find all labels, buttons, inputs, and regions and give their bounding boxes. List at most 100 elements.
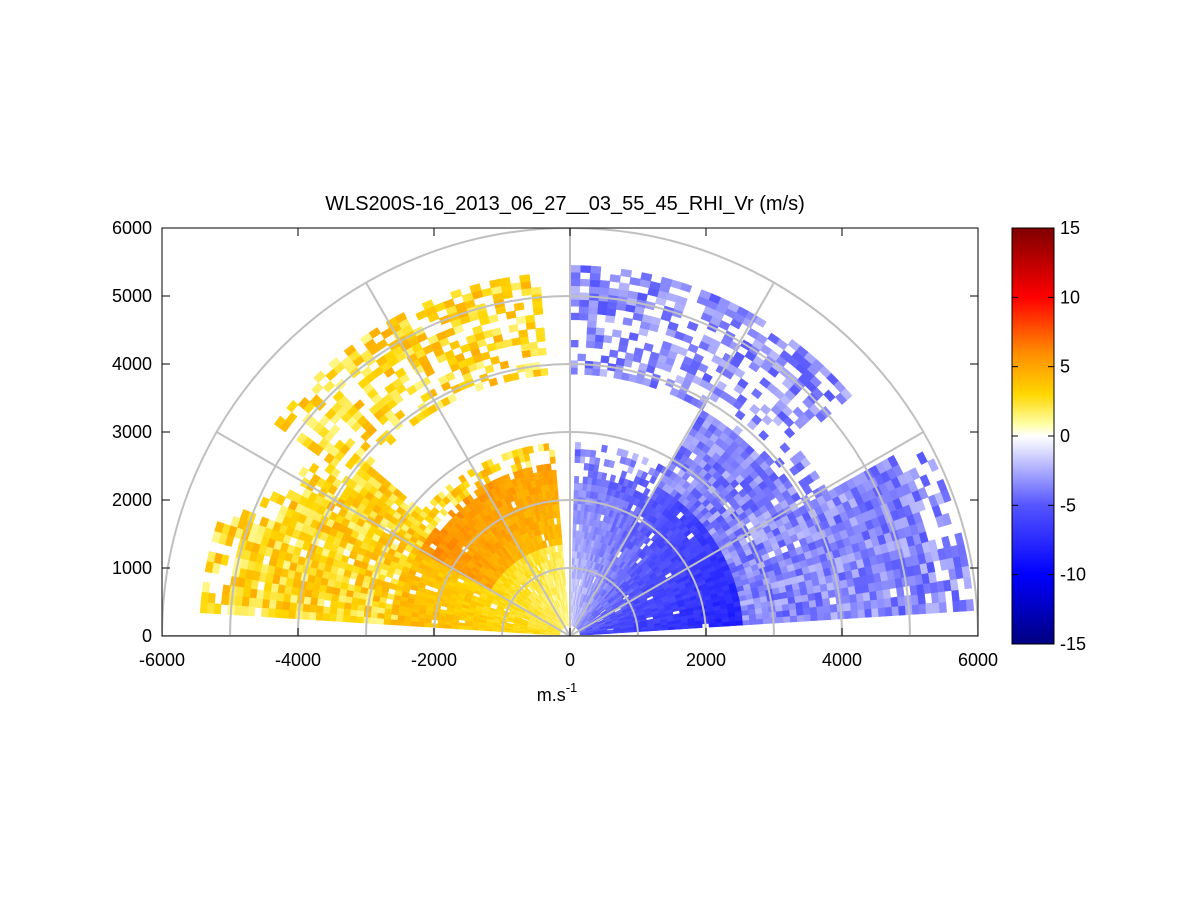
radar-cell: [328, 613, 337, 622]
radar-cell: [591, 368, 601, 377]
colorbar-tick-label: 5: [1060, 357, 1070, 377]
x-tick-label: -2000: [411, 650, 457, 670]
radar-cell: [268, 599, 277, 610]
radar-cell: [397, 615, 405, 622]
radar-cell: [556, 517, 561, 525]
radar-cell: [918, 603, 927, 615]
radar-cell: [322, 606, 331, 615]
radar-cell: [579, 278, 591, 287]
radar-cell: [484, 628, 493, 632]
radar-cell: [524, 314, 536, 324]
y-tick-label: 5000: [112, 286, 152, 306]
radar-cell: [877, 607, 886, 617]
radar-cell: [928, 571, 937, 584]
radar-cell: [919, 474, 931, 488]
radar-cell: [316, 598, 325, 607]
radar-cell: [529, 348, 539, 357]
radar-cell: [519, 274, 531, 283]
radar-cell: [569, 367, 578, 375]
radar-cell: [574, 448, 581, 457]
radar-cell: [417, 621, 425, 628]
x-tick-label: 0: [565, 650, 575, 670]
radar-cell: [927, 539, 938, 552]
radar-cell: [783, 615, 791, 623]
radar-cell: [528, 341, 539, 351]
radar-cell: [876, 598, 886, 609]
radar-cell: [620, 268, 633, 278]
radar-cell: [949, 578, 959, 591]
radar-cell: [882, 588, 891, 599]
colorbar-gradient: [1011, 227, 1055, 645]
radar-cell: [965, 599, 975, 612]
radar-cell: [570, 584, 574, 593]
radar-cell: [510, 337, 521, 347]
radar-cell: [843, 602, 852, 612]
radar-cell: [349, 615, 357, 623]
radar-cell: [548, 449, 556, 458]
radar-cell: [390, 614, 399, 621]
radar-cell: [263, 582, 273, 593]
radar-cell: [336, 607, 345, 616]
radar-cell: [810, 613, 818, 622]
radar-cell: [403, 620, 412, 627]
radar-cell: [532, 368, 542, 377]
radar-cell: [572, 543, 576, 552]
radar-cell: [587, 470, 594, 479]
radar-cell: [576, 516, 581, 525]
radar-cell: [336, 601, 345, 610]
radar-cell: [816, 605, 825, 614]
radar-cell: [535, 327, 545, 336]
radar-cell: [941, 512, 952, 526]
radar-cell: [595, 327, 605, 336]
radar-cell: [911, 604, 920, 615]
radar-cell: [862, 591, 871, 602]
radar-cell: [309, 597, 318, 607]
radar-cell: [808, 599, 817, 608]
radar-cell: [377, 607, 386, 615]
x-tick-label: -6000: [139, 650, 185, 670]
radar-cell: [884, 606, 893, 617]
radar-cell: [583, 462, 590, 471]
radar-cell: [611, 329, 622, 338]
radar-cell: [870, 599, 879, 609]
radar-cell: [254, 598, 264, 609]
radar-cell: [572, 523, 577, 532]
radar-cell: [579, 455, 586, 464]
radar-cell: [376, 618, 385, 625]
radar-cell: [803, 613, 812, 622]
radar-cell: [247, 606, 256, 617]
radar-cell: [303, 596, 312, 606]
radar-cell: [505, 629, 513, 633]
radar-cell: [586, 333, 596, 342]
radar-cell: [572, 516, 577, 525]
radar-cell: [735, 620, 744, 626]
radar-cell: [383, 618, 391, 625]
radar-cell: [537, 347, 547, 356]
radar-cell: [864, 608, 873, 618]
radar-cell: [891, 605, 900, 616]
y-tick-label: 2000: [112, 490, 152, 510]
radar-cell: [240, 605, 249, 616]
plot-area: -6000 -4000 -2000 0 2000 4000 6000 0 1000 2000 30…: [112, 218, 998, 670]
radar-cell: [471, 626, 479, 631]
radar-cell: [597, 300, 608, 309]
radar-cell: [350, 603, 359, 611]
radar-cell: [941, 535, 952, 549]
radar-cell: [301, 611, 310, 620]
radar-cell: [206, 602, 215, 614]
radar-cell: [582, 476, 589, 485]
radar-cell: [850, 609, 859, 619]
radar-cell: [589, 456, 596, 465]
radar-cells: [199, 265, 975, 636]
radar-cell: [508, 323, 519, 333]
colorbar-tick-label: 0: [1060, 426, 1070, 446]
radar-cell: [589, 449, 597, 458]
radar-cell: [896, 586, 905, 598]
radar-cell: [822, 597, 831, 607]
radar-cell: [530, 286, 542, 295]
radar-cell: [578, 523, 583, 532]
radar-cell: [437, 623, 445, 629]
radar-cell: [842, 594, 851, 604]
radar-cell: [742, 619, 751, 626]
